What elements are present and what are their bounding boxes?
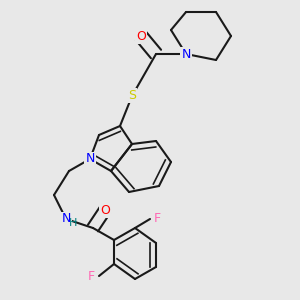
Text: F: F bbox=[154, 212, 161, 226]
Text: N: N bbox=[61, 212, 71, 226]
Text: N: N bbox=[181, 47, 191, 61]
Text: H: H bbox=[69, 218, 78, 229]
Text: F: F bbox=[88, 269, 95, 283]
Text: O: O bbox=[100, 203, 110, 217]
Text: O: O bbox=[136, 29, 146, 43]
Text: N: N bbox=[85, 152, 95, 166]
Text: S: S bbox=[128, 89, 136, 103]
